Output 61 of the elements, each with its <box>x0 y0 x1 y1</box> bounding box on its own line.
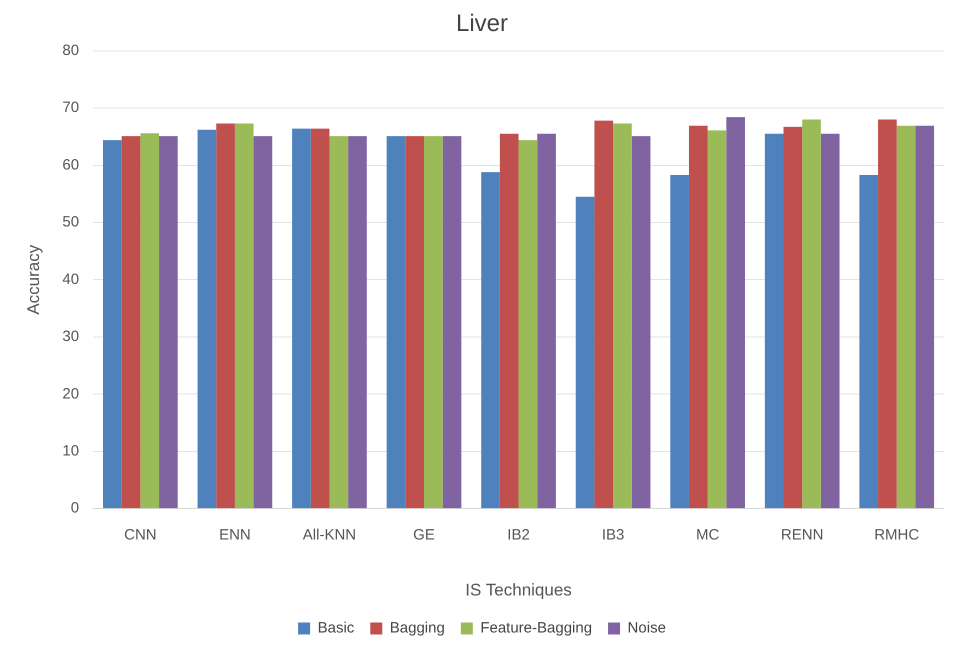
bar <box>103 140 122 508</box>
y-tick-label: 40 <box>62 270 80 288</box>
y-tick-label: 70 <box>62 99 80 116</box>
bar <box>915 126 934 508</box>
bar <box>764 134 784 508</box>
x-tick-label: ENN <box>219 526 251 544</box>
bar <box>198 130 216 508</box>
bar <box>216 123 235 508</box>
bar <box>386 136 406 508</box>
bar <box>878 119 897 508</box>
bar <box>329 136 348 508</box>
x-tick-label: IB2 <box>507 526 530 544</box>
bar <box>122 136 140 508</box>
bar <box>632 136 650 508</box>
y-tick-label: 80 <box>62 42 80 59</box>
bar <box>140 133 160 508</box>
legend-label: Feature-Bagging <box>480 620 592 637</box>
x-tick-label: All-KNN <box>302 526 356 544</box>
bar <box>802 119 821 508</box>
bar <box>481 172 500 508</box>
chart-title: Liver <box>456 10 508 38</box>
x-tick-label: IB3 <box>602 526 624 544</box>
bar <box>896 126 916 508</box>
x-axis-title: IS Techniques <box>465 580 572 600</box>
bar <box>518 140 538 508</box>
bar <box>442 136 462 508</box>
y-tick-label: 20 <box>62 385 80 402</box>
bar <box>820 134 840 508</box>
bar <box>292 128 311 508</box>
bar <box>348 136 367 508</box>
bar <box>310 128 330 508</box>
y-tick-label: 30 <box>62 328 80 346</box>
bar <box>594 120 614 508</box>
bar <box>500 134 519 508</box>
y-tick-label: 0 <box>70 500 80 517</box>
bar <box>708 130 726 508</box>
legend-label: Basic <box>318 620 355 637</box>
bar <box>670 174 689 508</box>
y-tick-label: 10 <box>62 442 80 460</box>
bar <box>726 117 745 508</box>
y-axis-title: Accuracy <box>24 244 43 315</box>
x-tick-label: GE <box>413 526 435 544</box>
bar <box>159 136 178 508</box>
bar <box>688 126 708 508</box>
bar <box>254 136 272 508</box>
bar <box>784 126 802 508</box>
bar <box>859 174 878 508</box>
bar <box>405 136 424 508</box>
x-tick-label: CNN <box>124 526 157 544</box>
legend-label: Noise <box>628 620 666 637</box>
x-tick-label: MC <box>696 526 720 544</box>
bar <box>613 123 632 508</box>
x-tick-label: RMHC <box>874 526 920 544</box>
y-tick-label: 50 <box>62 214 80 231</box>
bar <box>537 134 556 508</box>
y-tick-label: 60 <box>62 156 80 174</box>
legend-label: Bagging <box>390 620 445 637</box>
bar <box>424 136 443 508</box>
x-tick-label: RENN <box>780 526 824 544</box>
bar <box>234 123 254 508</box>
bar <box>576 196 594 508</box>
